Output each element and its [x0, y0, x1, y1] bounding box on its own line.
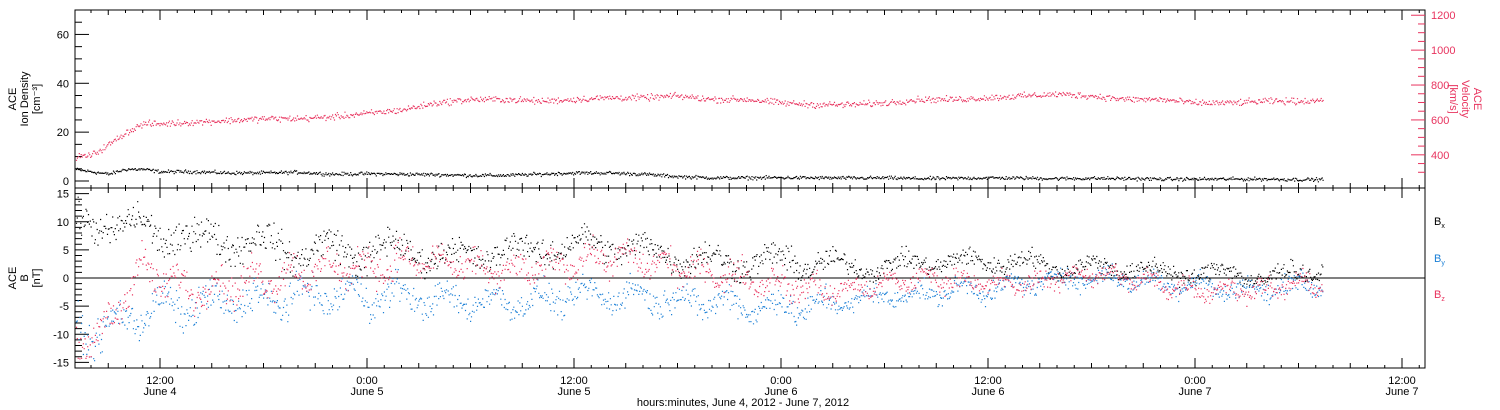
b-tick-label: 0 — [63, 273, 69, 285]
legend-bz: Bz — [1434, 289, 1445, 303]
velocity-tick-label: 600 — [1431, 115, 1449, 127]
series-points — [76, 235, 1323, 360]
velocity-tick-label: 400 — [1431, 150, 1449, 162]
series-bz — [76, 235, 1323, 360]
density-tick-label: 40 — [57, 78, 69, 90]
x-tick-date: June 4 — [143, 386, 176, 398]
b-axis-label: ACEB[nT] — [7, 267, 43, 290]
series-points — [76, 91, 1324, 160]
b-tick-label: -10 — [53, 329, 69, 341]
density-tick-label: 60 — [57, 29, 69, 41]
series-points — [76, 168, 1324, 183]
x-axis-title: hours:minutes, June 4, 2012 - June 7, 20… — [637, 397, 849, 409]
density-axis-label: ACEIon Density[cm⁻³] — [7, 71, 43, 127]
velocity-axis-label: ACEVelocity[km/s] — [1447, 80, 1483, 118]
legend-bx: Bx — [1434, 216, 1445, 230]
bottom-panel: -15 -10 -5 0 5 10 15 ACEB[nT] Bx By Bz — [7, 188, 1445, 369]
velocity-tick-label: 800 — [1431, 80, 1449, 92]
b-tick-label: 10 — [57, 217, 69, 229]
b-tick-label: 5 — [63, 245, 69, 257]
b-tick-label: -15 — [53, 357, 69, 369]
x-tick-date: June 7 — [1385, 386, 1418, 398]
legend-by: By — [1434, 253, 1445, 267]
series-bx — [76, 197, 1323, 288]
x-tick-date: June 5 — [557, 386, 590, 398]
velocity-tick-label: 1200 — [1431, 10, 1455, 22]
ace-chart: 0 20 40 60 400 600 800 1000 1200 ACEIon Density[c… — [0, 0, 1500, 410]
x-tick-date: June 5 — [350, 386, 383, 398]
velocity-tick-label: 1000 — [1431, 45, 1455, 57]
top-panel-frame — [75, 10, 1425, 188]
b-tick-label: 15 — [57, 189, 69, 201]
series-ion-density — [76, 168, 1324, 183]
x-tick-date: June 7 — [1178, 386, 1211, 398]
density-tick-label: 20 — [57, 127, 69, 139]
series-velocity — [76, 91, 1324, 160]
density-tick-label: 0 — [63, 176, 69, 188]
series-points — [76, 197, 1323, 288]
x-tick-date: June 6 — [971, 386, 1004, 398]
b-tick-label: -5 — [59, 301, 69, 313]
top-panel: 0 20 40 60 400 600 800 1000 1200 ACEIon Density[c… — [7, 10, 1483, 188]
